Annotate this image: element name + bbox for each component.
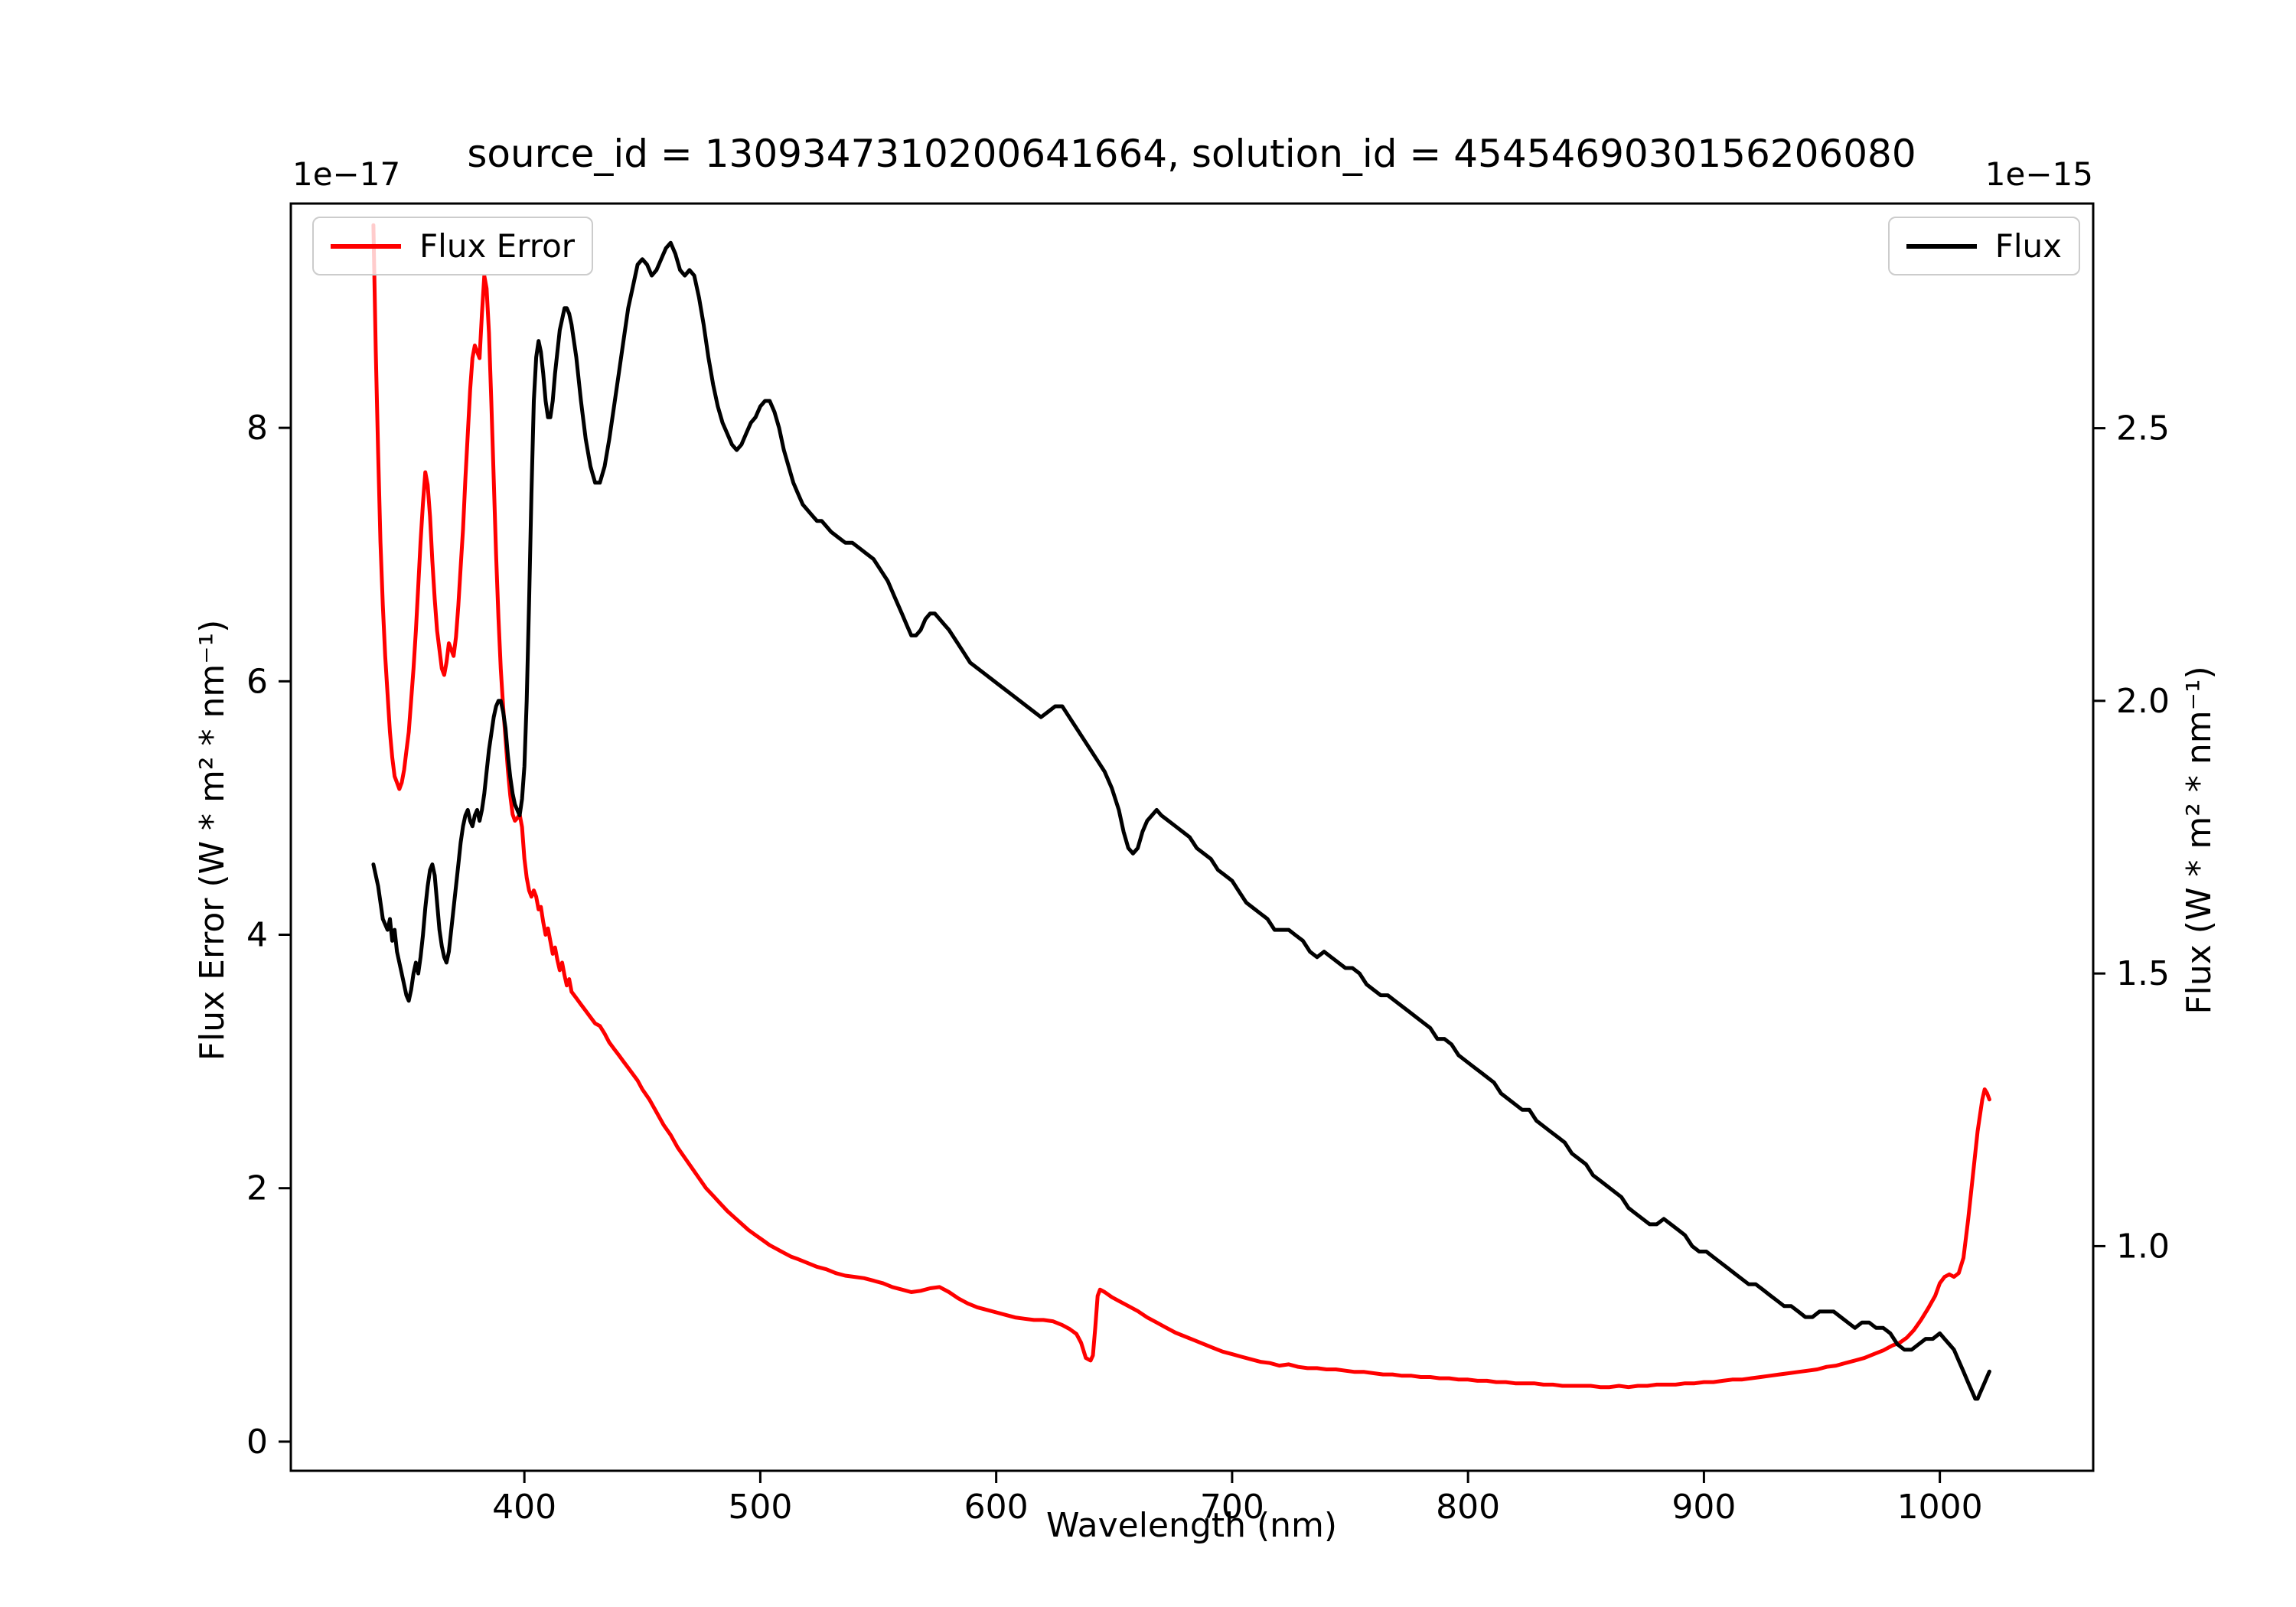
svg-text:500: 500: [728, 1488, 792, 1527]
x-axis-label: Wavelength (nm): [1046, 1506, 1337, 1545]
svg-text:6: 6: [246, 662, 268, 701]
svg-text:2.0: 2.0: [2116, 682, 2170, 721]
legend-flux: Flux: [1887, 217, 2080, 275]
svg-text:800: 800: [1436, 1488, 1500, 1527]
svg-text:2.5: 2.5: [2116, 409, 2170, 448]
flux-error-line: [371, 223, 1991, 1390]
flux-error-legend-line: [331, 243, 401, 249]
svg-text:4: 4: [246, 916, 268, 955]
svg-text:900: 900: [1671, 1488, 1736, 1527]
svg-text:600: 600: [964, 1488, 1029, 1527]
y-ticks-right: 1.0 1.5 2.0 2.5: [2093, 409, 2170, 1266]
axes-box: [289, 202, 2095, 1472]
svg-text:400: 400: [492, 1488, 556, 1527]
left-offset-label: 1e−17: [292, 155, 400, 193]
y-axis-label-right: Flux (W * m² * nm⁻¹): [2180, 666, 2219, 1014]
legend-flux-error: Flux Error: [312, 217, 594, 275]
flux-legend-line: [1906, 243, 1977, 249]
svg-text:2: 2: [246, 1169, 268, 1208]
chart-title: source_id = 1309347310200641664, solutio…: [467, 132, 1916, 176]
svg-text:1.5: 1.5: [2116, 954, 2170, 993]
svg-text:0: 0: [246, 1423, 268, 1462]
right-offset-label: 1e−15: [1985, 155, 2093, 193]
flux-error-legend-label: Flux Error: [419, 227, 576, 265]
y-axis-label-left: Flux Error (W * m² * nm⁻¹): [193, 620, 232, 1061]
flux-line: [371, 240, 1991, 1401]
svg-text:1000: 1000: [1897, 1488, 1983, 1527]
svg-text:8: 8: [246, 409, 268, 448]
flux-legend-label: Flux: [1994, 227, 2062, 265]
y-ticks-left: 0 2 4 6 8: [246, 409, 291, 1462]
svg-text:700: 700: [1200, 1488, 1264, 1527]
x-ticks: 400 500 600 700 800 900 1000: [492, 1471, 1983, 1527]
svg-text:1.0: 1.0: [2116, 1227, 2170, 1266]
